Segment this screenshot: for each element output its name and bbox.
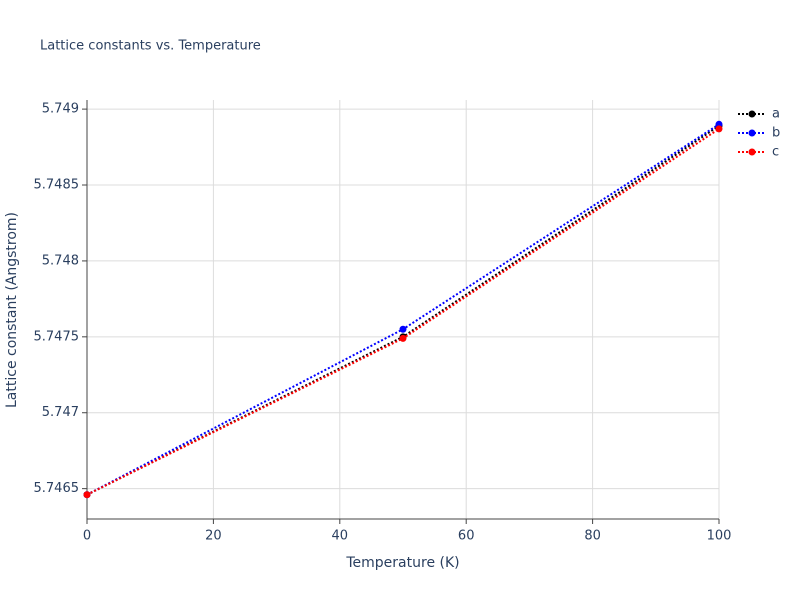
series-line <box>86 128 720 496</box>
x-axis-title: Temperature (K) <box>345 555 459 571</box>
series-line <box>86 124 720 496</box>
x-tick-label: 40 <box>332 529 349 544</box>
y-tick-label: 5.7485 <box>34 178 80 193</box>
legend-marker <box>748 148 756 156</box>
x-tick-label: 100 <box>707 529 732 544</box>
y-tick-label: 5.748 <box>42 253 79 268</box>
y-tick-label: 5.7475 <box>34 329 80 344</box>
legend-label: a <box>772 107 780 122</box>
point <box>715 125 723 133</box>
y-tick-label: 5.749 <box>42 102 79 117</box>
chart-title: Lattice constants vs. Temperature <box>40 39 261 54</box>
legend-marker <box>748 129 756 137</box>
y-axis-title: Lattice constant (Angstrom) <box>4 212 20 408</box>
x-tick-label: 80 <box>584 529 601 544</box>
y-tick-label: 5.7465 <box>34 481 80 496</box>
legend-label: c <box>772 145 779 160</box>
x-tick-label: 0 <box>83 529 91 544</box>
point <box>399 325 407 333</box>
point <box>83 491 91 499</box>
y-tick-label: 5.747 <box>42 405 79 420</box>
legend-marker <box>748 110 756 118</box>
point <box>399 334 407 342</box>
legend-label: b <box>772 126 780 141</box>
x-tick-label: 60 <box>458 529 475 544</box>
x-tick-label: 20 <box>205 529 222 544</box>
series-line <box>86 123 720 496</box>
